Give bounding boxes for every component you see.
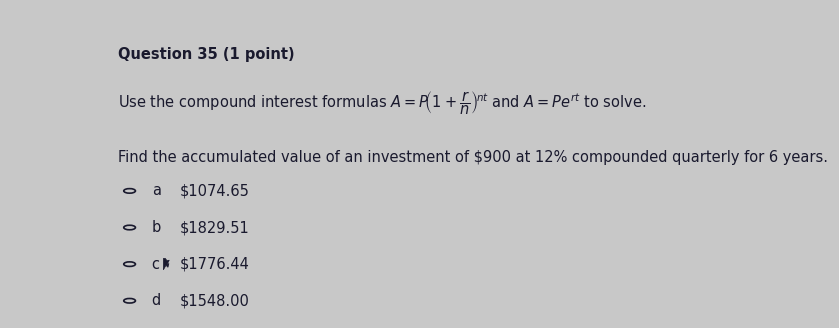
Text: d: d [152, 293, 161, 308]
Text: $1776.44: $1776.44 [180, 256, 249, 272]
Text: Use the compound interest formulas $A = P\!\left(1+\dfrac{r}{n}\right)^{\!nt}$ a: Use the compound interest formulas $A = … [117, 90, 646, 117]
Text: $1829.51: $1829.51 [180, 220, 249, 235]
Text: b: b [152, 220, 161, 235]
Text: Question 35 (1 point): Question 35 (1 point) [117, 47, 294, 62]
Text: $1074.65: $1074.65 [180, 183, 249, 198]
Text: Find the accumulated value of an investment of $900 at 12% compounded quarterly : Find the accumulated value of an investm… [117, 151, 828, 166]
Text: c: c [152, 256, 159, 272]
Text: $1548.00: $1548.00 [180, 293, 249, 308]
Text: a: a [152, 183, 161, 198]
Polygon shape [164, 258, 169, 270]
